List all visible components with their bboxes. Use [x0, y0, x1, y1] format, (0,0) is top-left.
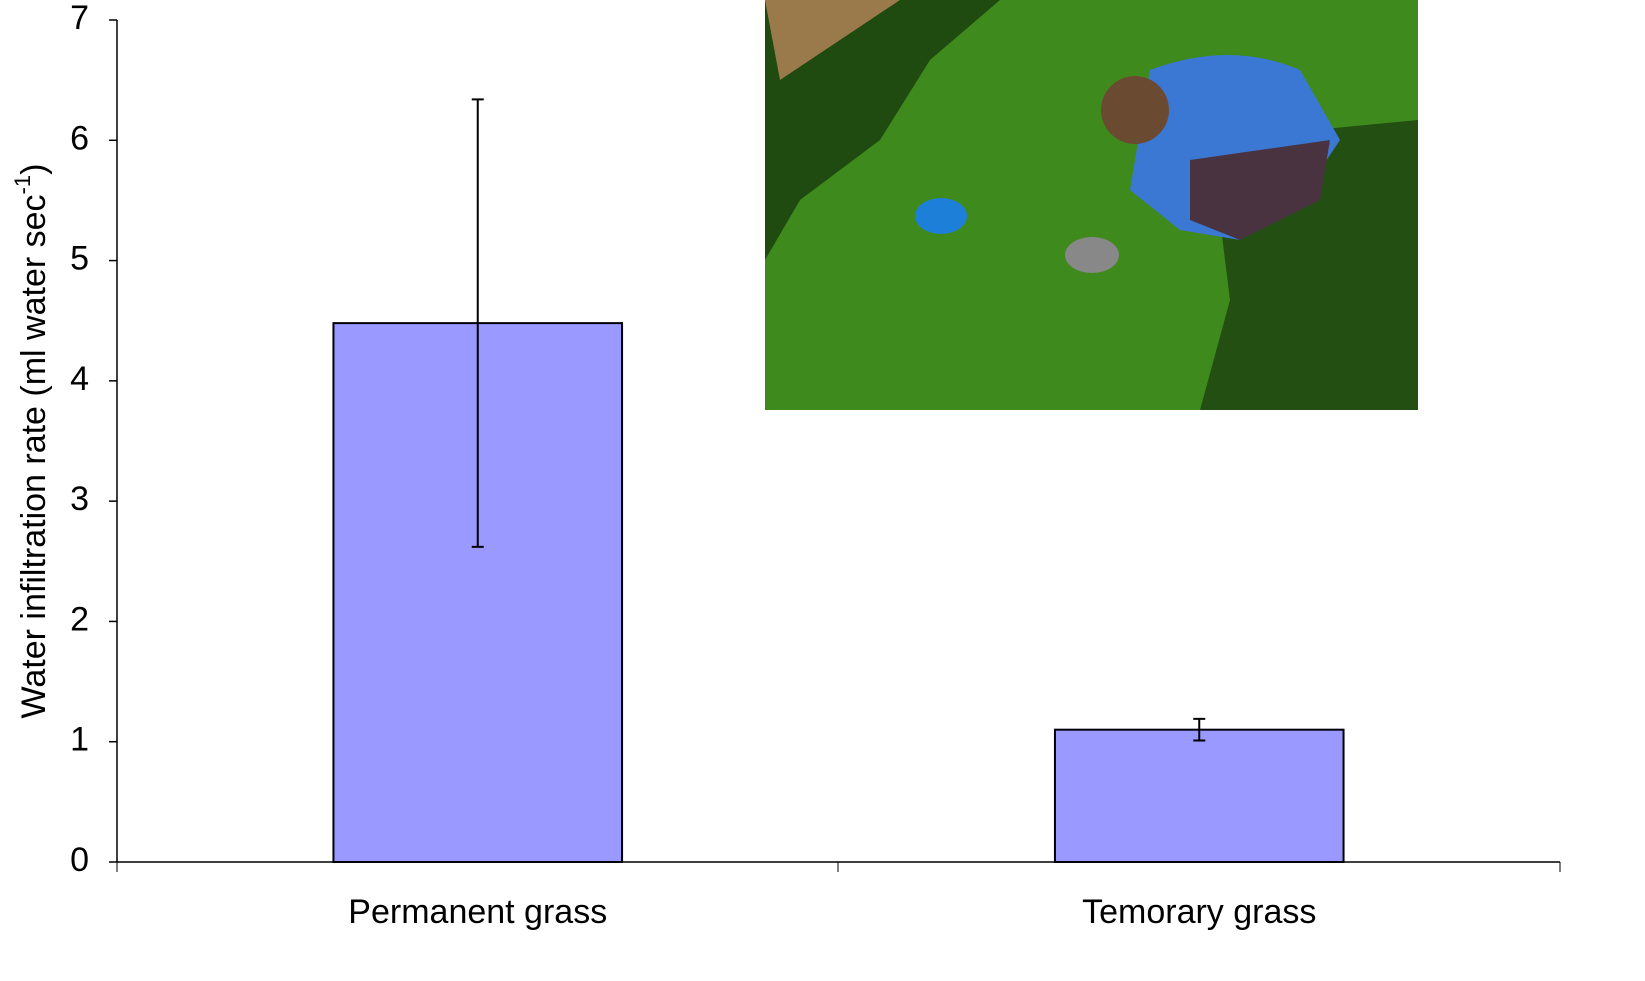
y-tick-label: 1 [70, 721, 89, 759]
y-axis-title: Water infiltration rate (ml water sec-1) [10, 164, 53, 719]
y-tick-label: 5 [70, 240, 89, 278]
y-tick-label: 2 [70, 600, 89, 638]
error-bar [1193, 717, 1206, 742]
photo-head [1101, 76, 1169, 144]
y-tick-label: 3 [70, 480, 89, 518]
y-tick-label: 7 [70, 0, 89, 37]
y-tick-label: 6 [70, 119, 89, 157]
x-tick-label: Permanent grass [348, 893, 607, 931]
photo-ring [1065, 237, 1119, 273]
bar [1053, 728, 1345, 864]
photo-legs [1190, 140, 1330, 240]
y-tick-label: 4 [70, 360, 89, 398]
inset-photo [765, 0, 1418, 410]
photo-lid [915, 198, 967, 234]
x-tick-label: Temorary grass [1082, 893, 1316, 931]
y-tick-label: 0 [70, 841, 89, 879]
photo-path [765, 0, 900, 80]
photo-shadow [765, 0, 1000, 260]
error-bar [471, 98, 484, 548]
